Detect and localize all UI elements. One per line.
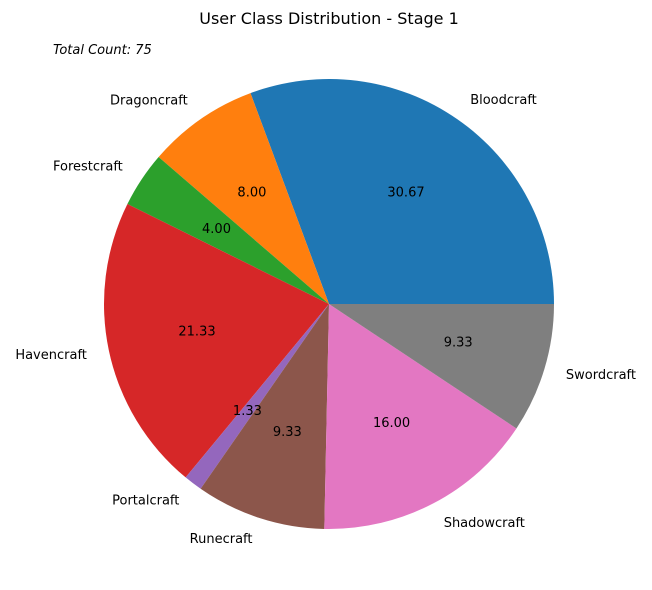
slice-shadowcraft [324, 304, 517, 529]
value-label-swordcraft: 9.33 [444, 336, 473, 351]
category-label-havencraft: Havencraft [15, 348, 87, 363]
slice-portalcraft [185, 304, 329, 489]
category-label-portalcraft: Portalcraft [112, 494, 179, 509]
value-label-havencraft: 21.33 [178, 325, 215, 340]
category-label-dragoncraft: Dragoncraft [110, 93, 188, 108]
value-labels: 30.67 8.00 4.00 21.33 1.33 9.33 16.00 9.33 [178, 186, 472, 440]
category-label-runecraft: Runecraft [190, 532, 253, 547]
category-labels: Bloodcraft Dragoncraft Forestcraft Havencra… [15, 93, 636, 547]
value-label-bloodcraft: 30.67 [387, 186, 424, 201]
category-label-shadowcraft: Shadowcraft [444, 516, 525, 531]
value-label-shadowcraft: 16.00 [373, 416, 410, 431]
slice-bloodcraft [250, 78, 554, 304]
value-label-forestcraft: 4.00 [202, 222, 231, 237]
value-label-portalcraft: 1.33 [233, 404, 262, 419]
value-label-dragoncraft: 8.00 [237, 186, 266, 201]
slice-havencraft [103, 204, 329, 478]
slice-dragoncraft [158, 93, 329, 304]
category-label-forestcraft: Forestcraft [53, 160, 123, 175]
value-label-runecraft: 9.33 [273, 425, 302, 440]
category-label-bloodcraft: Bloodcraft [470, 93, 537, 108]
category-label-swordcraft: Swordcraft [566, 368, 636, 383]
slice-runecraft [200, 304, 329, 529]
pie-slices [103, 78, 554, 529]
slice-forestcraft [127, 157, 329, 304]
slice-swordcraft [329, 304, 554, 429]
chart-title: User Class Distribution - Stage 1 [199, 9, 459, 28]
total-count-annotation: Total Count: 75 [53, 43, 152, 58]
